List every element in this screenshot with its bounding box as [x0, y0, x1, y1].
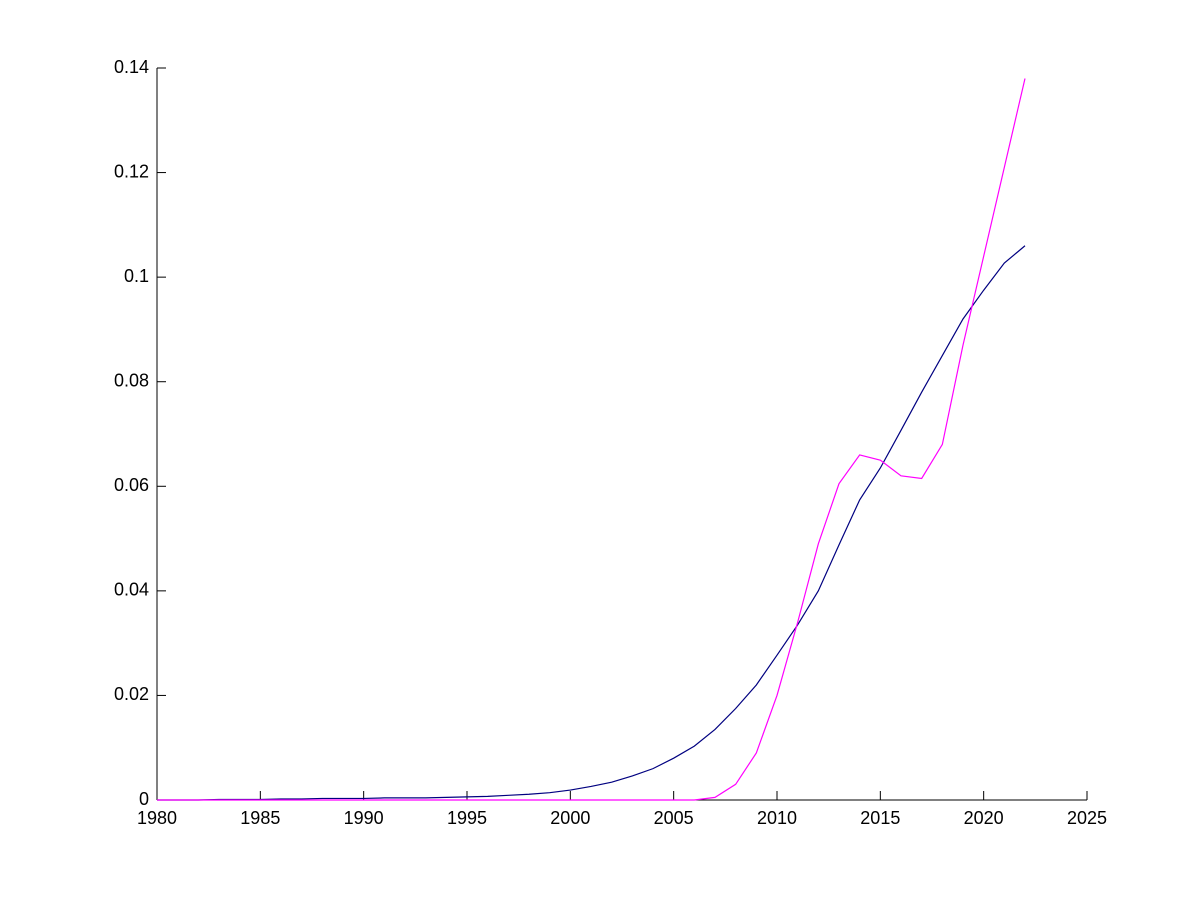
x-tick-label: 2025	[1067, 808, 1107, 828]
x-tick-label: 1985	[240, 808, 280, 828]
y-tick-label: 0.08	[114, 370, 149, 390]
y-tick-label: 0	[139, 789, 149, 809]
x-tick-label: 2000	[550, 808, 590, 828]
x-tick-label: 1995	[447, 808, 487, 828]
x-tick-label: 2010	[757, 808, 797, 828]
y-tick-label: 0.04	[114, 580, 149, 600]
y-tick-label: 0.14	[114, 57, 149, 77]
line-series	[157, 78, 1026, 801]
y-tick-label: 0.02	[114, 684, 149, 704]
y-tick-label: 0.12	[114, 161, 149, 181]
x-tick-label: 1990	[344, 808, 384, 828]
x-tick-label: 2015	[860, 808, 900, 828]
x-tick-label: 1980	[137, 808, 177, 828]
y-tick-label: 0.1	[124, 266, 149, 286]
x-tick-label: 2005	[654, 808, 694, 828]
y-tick-label: 0.06	[114, 475, 149, 495]
line-series	[157, 245, 1026, 801]
x-tick-label: 2020	[964, 808, 1004, 828]
